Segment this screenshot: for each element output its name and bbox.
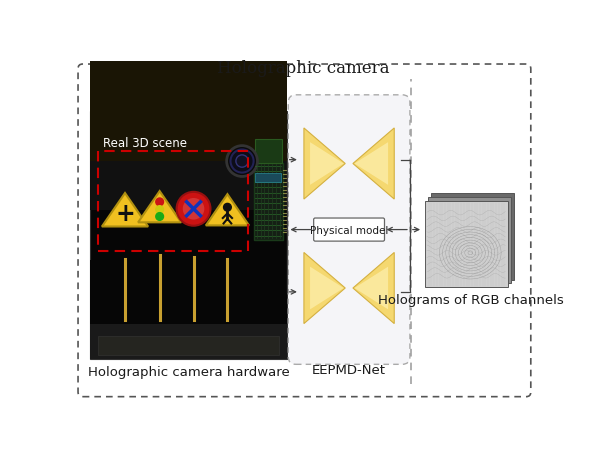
Circle shape: [156, 206, 164, 214]
Polygon shape: [353, 129, 394, 200]
Circle shape: [236, 156, 248, 168]
Bar: [255, 173, 281, 182]
Circle shape: [156, 213, 164, 221]
Bar: [428, 198, 511, 284]
Circle shape: [183, 198, 205, 220]
Circle shape: [156, 198, 164, 206]
Polygon shape: [304, 129, 345, 200]
Bar: [91, 112, 287, 359]
Circle shape: [230, 150, 254, 173]
Polygon shape: [355, 143, 388, 185]
Text: Holographic camera: Holographic camera: [217, 60, 390, 77]
Polygon shape: [304, 253, 345, 324]
Circle shape: [227, 146, 257, 177]
Bar: [91, 260, 287, 359]
Text: Physical model: Physical model: [310, 225, 388, 235]
Polygon shape: [353, 253, 394, 324]
Polygon shape: [310, 267, 344, 310]
Text: Holographic camera hardware: Holographic camera hardware: [88, 365, 289, 378]
Bar: [431, 194, 514, 280]
FancyBboxPatch shape: [288, 96, 410, 364]
Bar: [255, 140, 282, 163]
Bar: [91, 62, 287, 161]
Text: Real 3D scene: Real 3D scene: [103, 137, 187, 150]
Bar: [91, 325, 287, 359]
Bar: [98, 336, 279, 355]
Polygon shape: [355, 267, 388, 310]
Text: Holograms of RGB channels: Holograms of RGB channels: [378, 294, 563, 307]
Polygon shape: [102, 193, 148, 227]
Polygon shape: [206, 195, 249, 226]
Text: +: +: [115, 201, 135, 225]
Bar: [254, 163, 283, 240]
Bar: [91, 112, 287, 211]
Circle shape: [176, 193, 211, 226]
Bar: [425, 202, 508, 288]
Circle shape: [224, 204, 231, 212]
FancyBboxPatch shape: [314, 219, 385, 242]
Polygon shape: [138, 192, 181, 223]
Text: EEPMD-Net: EEPMD-Net: [312, 363, 386, 376]
Polygon shape: [310, 143, 344, 185]
